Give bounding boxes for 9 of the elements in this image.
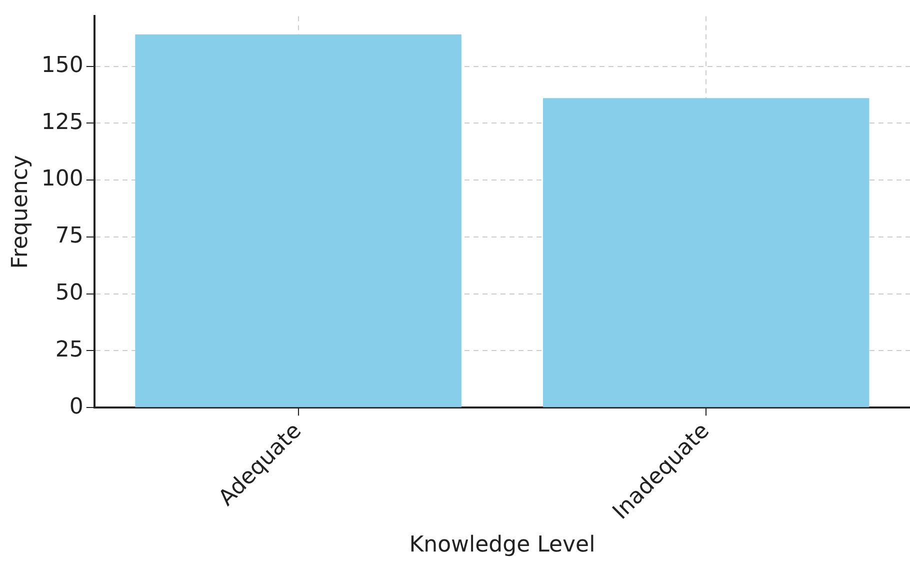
y-tick-label: 75 bbox=[55, 224, 84, 249]
y-tick-label: 0 bbox=[69, 394, 84, 420]
y-tick-label: 150 bbox=[41, 52, 84, 78]
y-tick-label: 50 bbox=[55, 280, 84, 306]
y-tick-label: 25 bbox=[55, 337, 84, 362]
x-axis-title: Knowledge Level bbox=[409, 532, 596, 558]
y-tick-label: 125 bbox=[41, 110, 84, 135]
y-tick-label: 100 bbox=[41, 166, 84, 192]
y-axis-title: Frequency bbox=[8, 155, 33, 269]
